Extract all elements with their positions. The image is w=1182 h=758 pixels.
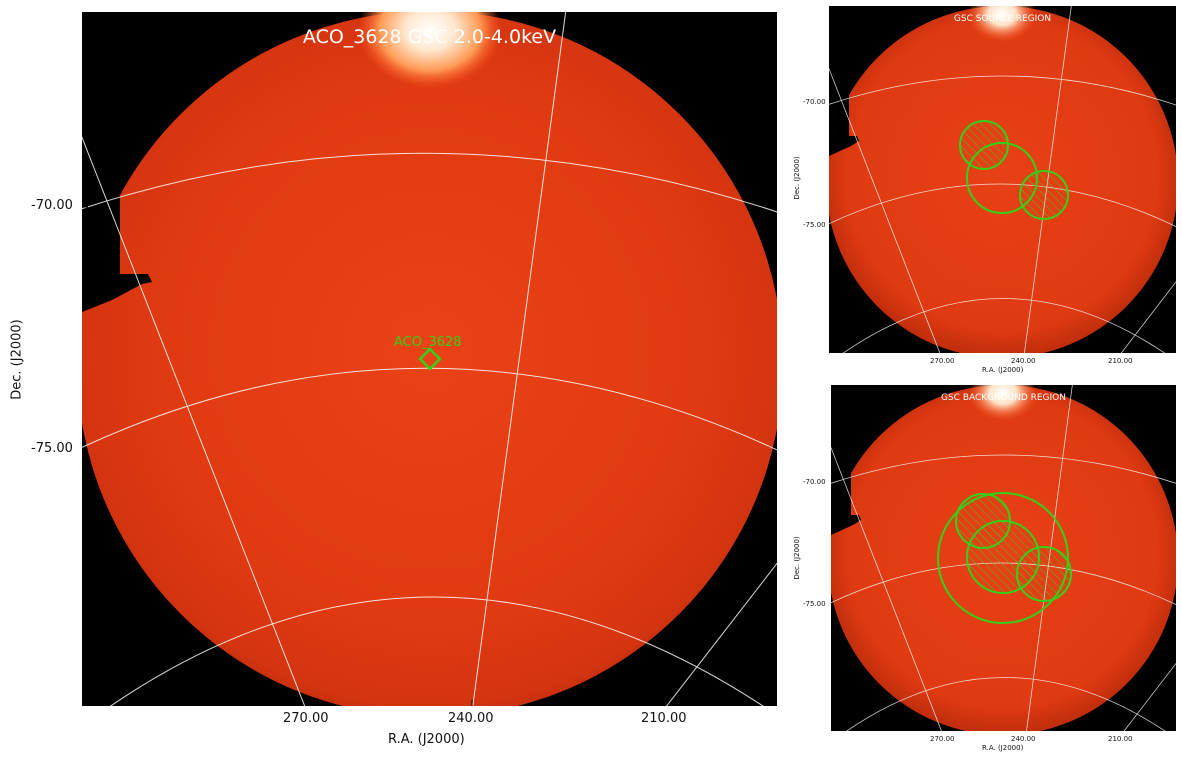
marker-label: ACO_3628 <box>394 335 462 350</box>
target-marker[interactable] <box>418 347 442 371</box>
main-image-panel[interactable]: ACO_3628 GSC 2.0-4.0keV ACO_3628 <box>82 12 777 706</box>
main-x-tick-1: 270.00 <box>283 711 329 726</box>
background-y-axis-label: Dec. (J2000) <box>793 536 801 580</box>
background-x-tick-1: 270.00 <box>930 735 955 743</box>
main-x-axis-label: R.A. (J2000) <box>388 732 465 747</box>
source-image <box>829 6 1176 353</box>
main-y-tick-1: -70.00 <box>31 198 73 213</box>
coordinate-grid <box>82 12 777 706</box>
background-panel-title: GSC BACKGROUND REGION <box>941 393 1066 403</box>
background-x-tick-3: 210.00 <box>1108 735 1133 743</box>
background-y-tick-1: -70.00 <box>803 478 826 486</box>
background-y-tick-2: -75.00 <box>803 600 826 608</box>
source-x-tick-1: 270.00 <box>930 357 955 365</box>
source-y-tick-2: -75.00 <box>803 221 826 229</box>
exposure-disk <box>82 12 777 706</box>
source-regions <box>959 120 1069 220</box>
background-image <box>831 385 1176 731</box>
source-x-tick-2: 240.00 <box>1011 357 1036 365</box>
background-regions <box>937 492 1072 624</box>
source-panel-title: GSC SOURCE REGION <box>953 14 1052 24</box>
excluded-region-1[interactable] <box>959 120 1009 170</box>
source-y-axis-label: Dec. (J2000) <box>793 156 801 200</box>
main-title: ACO_3628 GSC 2.0-4.0keV <box>302 26 557 48</box>
main-x-tick-3: 210.00 <box>641 711 687 726</box>
background-excluded-1[interactable] <box>955 493 1011 549</box>
main-y-axis-label: Dec. (J2000) <box>9 319 25 400</box>
background-x-axis-label: R.A. (J2000) <box>982 744 1024 752</box>
main-image <box>82 12 777 706</box>
tick-marks <box>82 206 666 706</box>
background-region-panel[interactable]: GSC BACKGROUND REGION <box>831 385 1176 731</box>
excluded-region-2[interactable] <box>1019 170 1069 220</box>
hot-spot <box>358 12 502 88</box>
background-annulus-outer[interactable] <box>937 492 1069 624</box>
background-x-tick-2: 240.00 <box>1011 735 1036 743</box>
main-y-tick-2: -75.00 <box>31 441 73 456</box>
source-x-tick-3: 210.00 <box>1108 357 1133 365</box>
main-x-tick-2: 240.00 <box>448 711 494 726</box>
source-region-panel[interactable]: GSC SOURCE REGION <box>829 6 1176 353</box>
background-excluded-2[interactable] <box>1016 546 1072 602</box>
source-x-axis-label: R.A. (J2000) <box>982 366 1024 374</box>
source-y-tick-1: -70.00 <box>803 98 826 106</box>
